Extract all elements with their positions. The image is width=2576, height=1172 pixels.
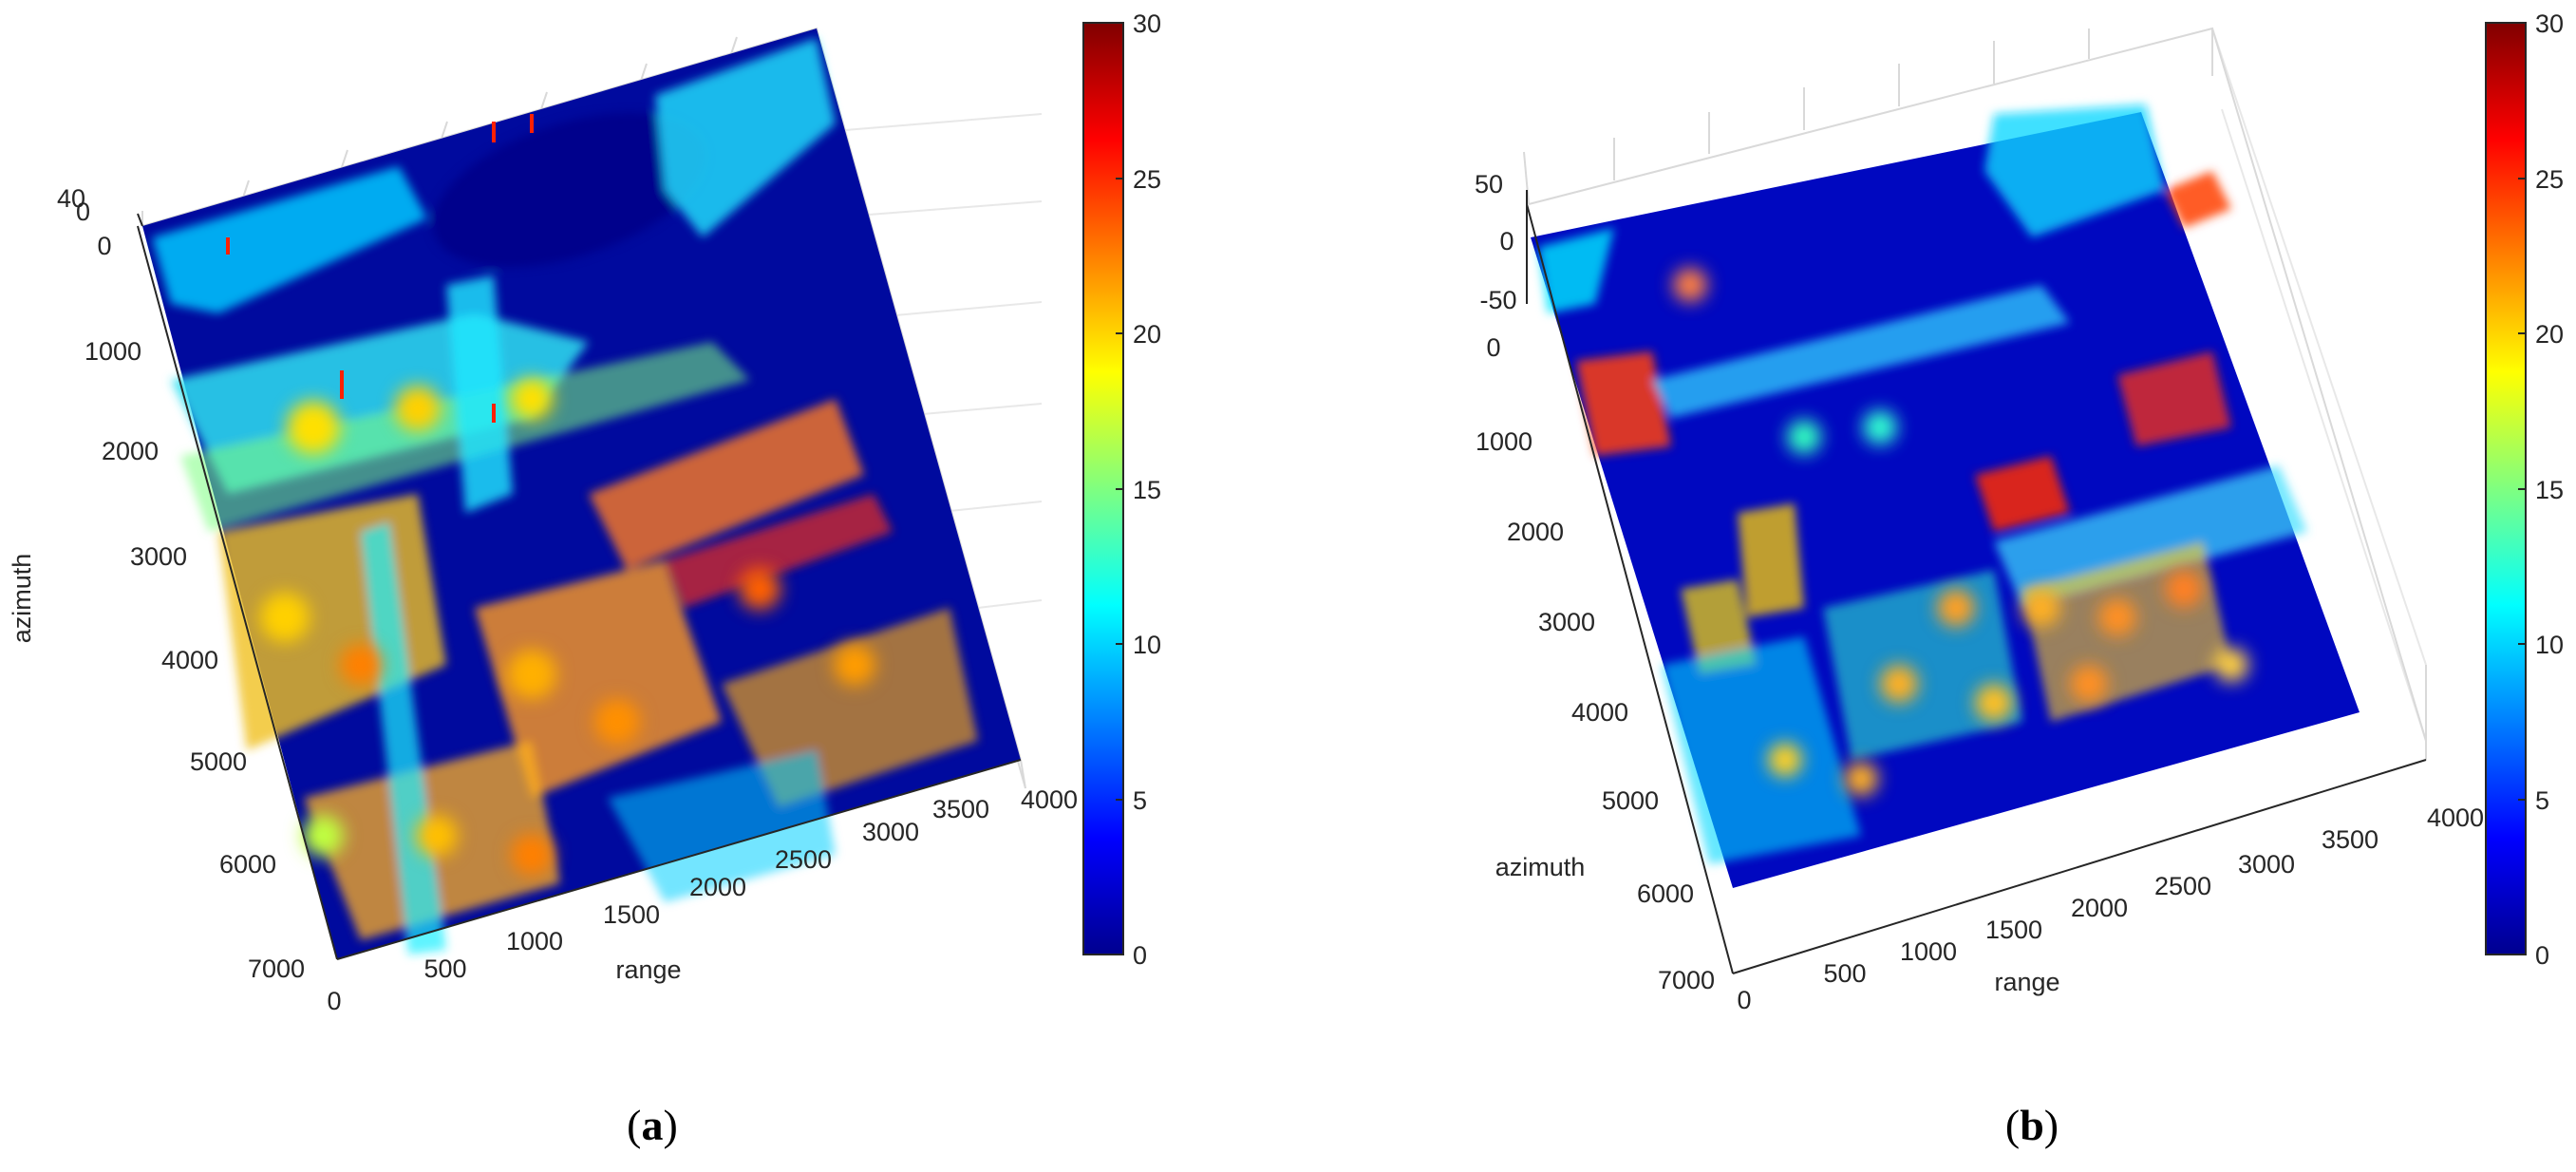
y-tick-label: 1000	[1476, 427, 1532, 456]
colorbar-tick-label: 20	[1133, 320, 1161, 349]
x-tick-label: 0	[327, 987, 341, 1015]
colorbar-tick-label: 10	[2535, 631, 2564, 659]
panel-b-x-ticks: 0 500 1000 1500 2000 2500 3000 3500 4000	[1737, 803, 2484, 1014]
z-tick-label: -50	[1479, 286, 1516, 314]
y-tick-label: 7000	[248, 955, 305, 983]
y-tick-label: 2000	[1507, 518, 1564, 546]
panel-b-ylabel: azimuth	[1495, 853, 1586, 881]
y-tick-label: 1000	[85, 337, 141, 366]
x-tick-label: 3000	[2238, 850, 2295, 879]
z-tick-label: 50	[1475, 170, 1503, 198]
colorbar-tick-label: 5	[2535, 786, 2549, 815]
panel-a: 0 500 1000 1500 2000 2500 3000 3500 4000…	[8, 9, 1161, 1149]
panel-b-xlabel: range	[1994, 968, 2059, 996]
x-tick-label: 1000	[506, 927, 563, 955]
y-tick-label: 5000	[1602, 786, 1659, 815]
panel-a-caption-letter: a	[642, 1101, 664, 1149]
y-tick-label: 3000	[1538, 608, 1595, 636]
x-tick-label: 1500	[1985, 916, 2042, 944]
x-tick-label: 500	[423, 955, 466, 983]
y-tick-label: 7000	[1658, 966, 1715, 994]
x-tick-label: 1000	[1900, 937, 1957, 966]
x-tick-label: 3000	[862, 818, 919, 846]
panel-b-caption: (b)	[2005, 1101, 2059, 1149]
panel-a-surface	[142, 28, 1021, 959]
x-tick-label: 3500	[2322, 825, 2379, 854]
x-tick-label: 2000	[2071, 894, 2128, 922]
colorbar-tick-label: 20	[2535, 320, 2564, 349]
colorbar-tick-label: 0	[1133, 941, 1147, 970]
panel-b-axes	[1526, 190, 2427, 974]
colorbar-tick-label: 5	[1133, 786, 1147, 815]
y-tick-label: 0	[1486, 333, 1500, 362]
panel-a-caption: (a)	[627, 1101, 678, 1149]
panel-a-xlabel: range	[615, 955, 681, 984]
panel-b-box	[1523, 27, 2427, 760]
panel-a-colorbar	[1082, 22, 1124, 955]
y-tick-label: 4000	[1571, 698, 1628, 727]
x-tick-label: 2000	[689, 873, 746, 901]
colorbar-tick-label: 15	[2535, 476, 2564, 504]
panel-b-colorbar-ticks: 30 25 20 15 10 5 0	[2535, 9, 2564, 970]
y-tick-label: 6000	[1637, 879, 1694, 908]
colorbar-tick-label: 25	[1133, 165, 1161, 194]
panel-a-axes	[137, 213, 1022, 960]
z-tick-label: 40	[57, 184, 85, 213]
x-tick-label: 2500	[775, 845, 832, 874]
panel-b: 0 500 1000 1500 2000 2500 3000 3500 4000…	[1475, 9, 2564, 1149]
x-tick-label: 3500	[932, 795, 989, 823]
colorbar-tick-label: 30	[2535, 9, 2564, 38]
colorbar-tick-label: 15	[1133, 476, 1161, 504]
panel-a-y-ticks: 0 1000 2000 3000 4000 5000 6000 7000	[85, 232, 305, 983]
colorbar-tick-label: 0	[2535, 941, 2549, 970]
y-tick-label: 0	[97, 232, 111, 260]
colorbar-tick-label: 25	[2535, 165, 2564, 194]
x-tick-label: 4000	[2427, 803, 2484, 832]
panel-b-y-ticks: 0 1000 2000 3000 4000 5000 6000 7000	[1476, 333, 1715, 994]
x-tick-label: 2500	[2154, 872, 2211, 900]
colorbar-tick-label: 30	[1133, 9, 1161, 38]
y-tick-label: 5000	[190, 747, 247, 776]
y-tick-label: 6000	[219, 850, 276, 879]
panel-a-colorbar-ticks: 30 25 20 15 10 5 0	[1133, 9, 1161, 970]
panel-a-z-ticks: 40 0	[57, 184, 90, 226]
x-tick-label: 4000	[1021, 785, 1078, 814]
z-tick-label: 0	[76, 198, 90, 226]
y-tick-label: 2000	[102, 437, 159, 465]
y-tick-label: 4000	[161, 646, 218, 674]
panel-b-caption-letter: b	[2020, 1101, 2044, 1149]
z-tick-label: 0	[1499, 227, 1514, 255]
panel-a-ylabel: azimuth	[8, 554, 36, 644]
y-tick-label: 3000	[130, 542, 187, 571]
colorbar-tick-label: 10	[1133, 631, 1161, 659]
panel-b-surface	[1531, 104, 2360, 888]
panel-b-z-ticks: 50 0 -50	[1475, 170, 1517, 314]
x-tick-label: 500	[1823, 959, 1866, 988]
panel-b-colorbar	[2485, 22, 2527, 955]
x-tick-label: 0	[1737, 986, 1751, 1014]
panel-a-x-ticks: 0 500 1000 1500 2000 2500 3000 3500 4000	[327, 785, 1078, 1015]
x-tick-label: 1500	[603, 900, 660, 929]
